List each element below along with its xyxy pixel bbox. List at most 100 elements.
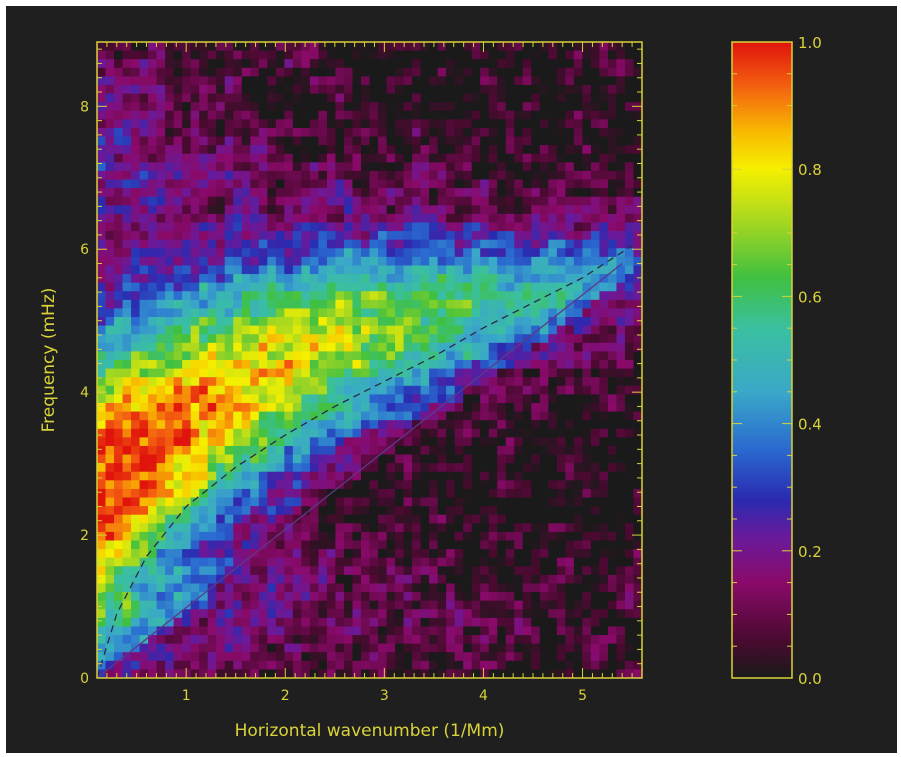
heatmap-cell: [497, 514, 507, 524]
heatmap-cell: [114, 523, 124, 533]
heatmap-cell: [590, 428, 601, 438]
heatmap-cell: [114, 600, 124, 610]
heatmap-cell: [173, 600, 183, 610]
heatmap-cell: [573, 239, 583, 249]
heatmap-cell: [148, 635, 158, 645]
heatmap-cell: [139, 643, 149, 653]
heatmap-cell: [497, 205, 507, 215]
heatmap-cell: [437, 119, 447, 129]
heatmap-cell: [454, 557, 464, 567]
heatmap-cell: [190, 110, 200, 120]
heatmap-cell: [241, 153, 251, 163]
heatmap-cell: [412, 574, 422, 585]
heatmap-cell: [505, 239, 515, 249]
heatmap-cell: [292, 523, 302, 533]
heatmap-cell: [582, 480, 592, 490]
heatmap-cell: [131, 488, 141, 499]
heatmap-cell: [437, 609, 447, 619]
heatmap-cell: [429, 256, 439, 267]
x-axis-label: Horizontal wavenumber (1/Mm): [235, 721, 505, 741]
heatmap-cell: [395, 488, 405, 499]
heatmap-cell: [335, 463, 345, 473]
heatmap-cell: [403, 497, 413, 507]
heatmap-cell: [420, 325, 430, 335]
heatmap-cell: [522, 420, 532, 430]
heatmap-cell: [395, 583, 405, 593]
heatmap-cell: [548, 119, 558, 129]
heatmap-cell: [318, 669, 328, 678]
heatmap-cell: [173, 531, 183, 542]
heatmap-cell: [471, 540, 481, 550]
heatmap-cell: [360, 445, 371, 456]
heatmap-cell: [352, 102, 362, 112]
heatmap-cell: [607, 592, 618, 602]
heatmap-cell: [488, 566, 498, 576]
heatmap-cell: [97, 600, 107, 610]
heatmap-cell: [573, 67, 583, 77]
heatmap-cell: [573, 282, 583, 292]
heatmap-cell: [326, 93, 337, 103]
heatmap-cell: [241, 420, 251, 430]
heatmap-cell: [173, 351, 183, 361]
heatmap-cell: [386, 514, 396, 524]
heatmap-cell: [258, 635, 268, 645]
heatmap-cell: [624, 574, 635, 585]
heatmap-cell: [539, 549, 549, 559]
heatmap-cell: [173, 549, 183, 559]
heatmap-cell: [386, 256, 396, 267]
heatmap-cell: [624, 652, 635, 662]
heatmap-cell: [624, 351, 635, 361]
heatmap-cell: [437, 308, 447, 318]
heatmap-cell: [301, 600, 311, 610]
heatmap-cell: [241, 660, 251, 670]
heatmap-cell: [275, 265, 285, 275]
heatmap-cell: [301, 153, 311, 163]
heatmap-cell: [582, 523, 592, 533]
heatmap-cell: [471, 222, 481, 232]
heatmap-cell: [497, 497, 507, 507]
heatmap-cell: [224, 592, 234, 602]
heatmap-cell: [360, 643, 371, 653]
heatmap-cell: [224, 394, 234, 404]
heatmap-cell: [454, 67, 464, 77]
heatmap-cell: [97, 42, 107, 52]
heatmap-cell: [122, 471, 132, 481]
heatmap-cell: [258, 76, 268, 86]
heatmap-cell: [471, 480, 481, 490]
heatmap-cell: [548, 59, 558, 69]
heatmap-cell: [582, 282, 592, 292]
heatmap-cell: [114, 360, 124, 370]
heatmap-cell: [335, 377, 345, 387]
heatmap-cell: [539, 600, 549, 610]
heatmap-cell: [309, 265, 320, 275]
heatmap-cell: [403, 351, 413, 361]
heatmap-cell: [275, 617, 285, 628]
heatmap-cell: [292, 506, 302, 516]
heatmap-cell: [539, 248, 549, 258]
heatmap-cell: [284, 110, 294, 120]
heatmap-cell: [343, 660, 354, 670]
heatmap-cell: [122, 317, 132, 327]
heatmap-cell: [471, 368, 481, 378]
heatmap-cell: [258, 265, 268, 275]
heatmap-cell: [199, 368, 209, 378]
heatmap-cell: [190, 523, 200, 533]
heatmap-cell: [590, 153, 601, 163]
heatmap-cell: [267, 557, 277, 567]
heatmap-cell: [114, 110, 124, 120]
heatmap-cell: [539, 420, 549, 430]
heatmap-cell: [275, 394, 285, 404]
heatmap-cell: [480, 514, 490, 524]
heatmap-cell: [454, 428, 464, 438]
heatmap-cell: [488, 385, 498, 395]
heatmap-cell: [488, 239, 498, 249]
heatmap-cell: [258, 196, 268, 206]
heatmap-cell: [488, 626, 498, 636]
heatmap-cell: [131, 222, 141, 232]
heatmap-cell: [386, 643, 396, 653]
heatmap-cell: [471, 42, 481, 52]
heatmap-cell: [148, 102, 158, 112]
heatmap-cell: [616, 488, 626, 499]
heatmap-cell: [565, 566, 575, 576]
heatmap-cell: [582, 248, 592, 258]
